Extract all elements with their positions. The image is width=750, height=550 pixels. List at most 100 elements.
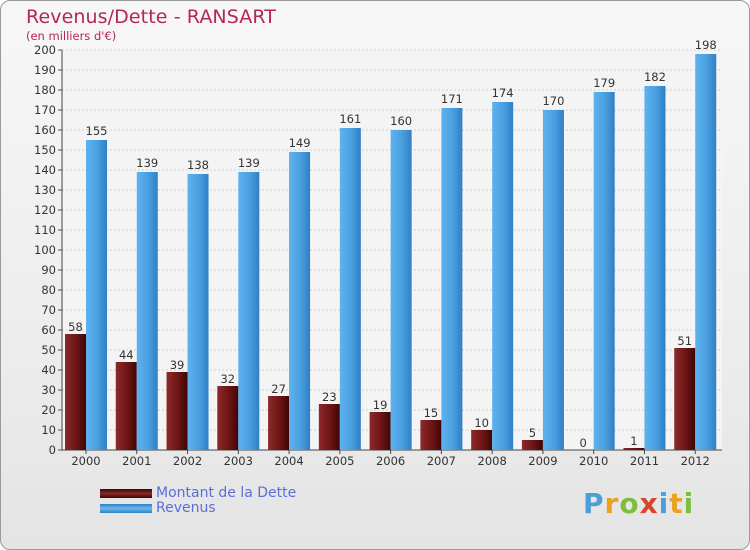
data-label-revenue-2000: 155 [86, 124, 108, 138]
data-label-revenue-2003: 139 [238, 156, 260, 170]
data-label-debt-2008: 10 [474, 416, 489, 430]
y-tick-label: 150 [34, 143, 56, 157]
data-label-debt-2001: 44 [119, 348, 134, 362]
y-tick-label: 160 [34, 123, 56, 137]
x-tick-label-2006: 2006 [376, 454, 405, 468]
bar-debt-2002 [166, 372, 188, 450]
x-tick-label-2003: 2003 [224, 454, 253, 468]
data-label-revenue-2011: 182 [644, 70, 666, 84]
bar-revenue-2001 [136, 172, 158, 450]
bar-revenue-2005 [339, 128, 361, 450]
x-tick-label-2010: 2010 [579, 454, 608, 468]
data-label-revenue-2004: 149 [289, 136, 311, 150]
bar-revenue-2006 [390, 130, 412, 450]
y-tick-label: 130 [34, 183, 56, 197]
x-tick-label-2008: 2008 [478, 454, 507, 468]
logo-letter: i [683, 487, 695, 520]
data-label-revenue-2012: 198 [695, 38, 717, 52]
data-label-revenue-2009: 170 [542, 94, 564, 108]
data-label-revenue-2006: 160 [390, 114, 412, 128]
bar-debt-2005 [318, 404, 340, 450]
logo-letter: t [669, 487, 684, 520]
bar-revenue-2003 [238, 172, 260, 450]
data-label-revenue-2002: 138 [187, 158, 209, 172]
y-tick-label: 190 [34, 63, 56, 77]
y-tick-label: 50 [41, 343, 56, 357]
logo-letter: P [583, 487, 605, 520]
y-tick-label: 180 [34, 83, 56, 97]
data-label-revenue-2001: 139 [136, 156, 158, 170]
bar-revenue-2008 [492, 102, 514, 450]
x-tick-label-2007: 2007 [427, 454, 456, 468]
bar-debt-2006 [369, 412, 391, 450]
bar-debt-2007 [420, 420, 442, 450]
bar-revenue-2004 [289, 152, 311, 450]
data-label-debt-2003: 32 [220, 372, 235, 386]
data-label-revenue-2007: 171 [441, 92, 463, 106]
y-tick-label: 70 [41, 303, 56, 317]
bar-revenue-2007 [441, 108, 463, 450]
legend-label-debt: Montant de la Dette [156, 485, 297, 501]
y-tick-label: 200 [34, 43, 56, 57]
x-tick-label-2000: 2000 [71, 454, 100, 468]
y-tick-label: 40 [41, 363, 56, 377]
bar-revenue-2009 [542, 110, 564, 450]
y-tick-label: 80 [41, 283, 56, 297]
data-label-revenue-2010: 179 [593, 76, 615, 90]
y-tick-label: 120 [34, 203, 56, 217]
data-label-debt-2007: 15 [424, 406, 439, 420]
data-label-debt-2010: 0 [580, 436, 587, 450]
x-tick-label-2009: 2009 [528, 454, 557, 468]
bar-debt-2009 [521, 440, 543, 450]
logo-letter: o [619, 487, 640, 520]
bar-debt-2001 [115, 362, 137, 450]
chart-subtitle: (en milliers d'€) [26, 29, 117, 43]
data-label-debt-2000: 58 [68, 320, 83, 334]
y-tick-label: 60 [41, 323, 56, 337]
data-label-debt-2009: 5 [529, 426, 536, 440]
data-label-debt-2004: 27 [271, 382, 286, 396]
bar-revenue-2002 [187, 174, 209, 450]
y-tick-label: 100 [34, 243, 56, 257]
x-tick-label-2001: 2001 [122, 454, 151, 468]
bar-debt-2003 [217, 386, 239, 450]
legend-label-revenue: Revenus [156, 500, 216, 516]
data-label-debt-2006: 19 [373, 398, 388, 412]
y-tick-label: 110 [34, 223, 56, 237]
y-tick-label: 140 [34, 163, 56, 177]
x-tick-label-2004: 2004 [274, 454, 303, 468]
bar-revenue-2000 [86, 140, 107, 450]
bar-debt-2000 [65, 334, 86, 450]
y-tick-label: 10 [41, 423, 56, 437]
x-tick-label-2012: 2012 [681, 454, 710, 468]
data-label-debt-2005: 23 [322, 390, 337, 404]
y-tick-label: 90 [41, 263, 56, 277]
y-tick-label: 0 [49, 443, 56, 457]
chart-title: Revenus/Dette - RANSART [26, 6, 276, 28]
logo-letter: r [604, 487, 620, 520]
legend-swatch-revenue [100, 504, 152, 513]
bar-revenue-2010 [593, 92, 615, 450]
x-tick-label-2011: 2011 [630, 454, 659, 468]
legend-swatch-debt [100, 489, 152, 498]
data-label-revenue-2008: 174 [492, 86, 514, 100]
proxiti-logo: P r o x i t i [583, 487, 694, 520]
y-tick-label: 30 [41, 383, 56, 397]
y-tick-label: 20 [41, 403, 56, 417]
x-tick-label-2002: 2002 [173, 454, 202, 468]
bar-debt-2012 [674, 348, 696, 450]
bar-debt-2008 [471, 430, 493, 450]
logo-letter: i [658, 487, 670, 520]
x-tick-label-2005: 2005 [325, 454, 354, 468]
data-label-debt-2012: 51 [677, 334, 692, 348]
data-label-debt-2011: 1 [630, 434, 637, 448]
bar-revenue-2012 [695, 54, 717, 450]
bar-debt-2011 [623, 448, 645, 450]
data-label-debt-2002: 39 [170, 358, 185, 372]
logo-letter: x [639, 487, 659, 520]
bar-debt-2004 [268, 396, 290, 450]
data-label-revenue-2005: 161 [339, 112, 361, 126]
y-tick-label: 170 [34, 103, 56, 117]
bar-revenue-2011 [644, 86, 666, 450]
